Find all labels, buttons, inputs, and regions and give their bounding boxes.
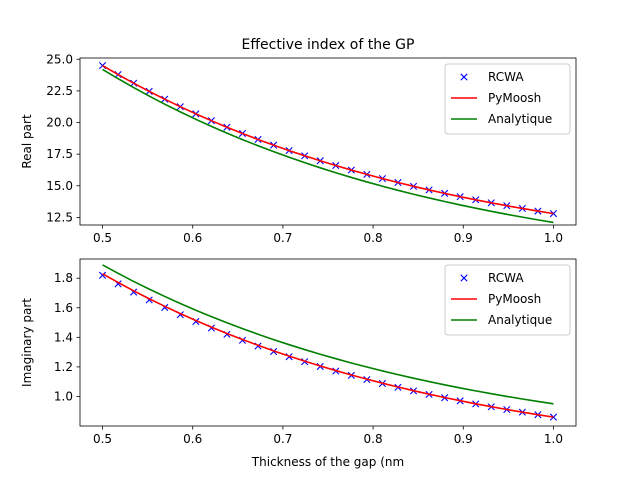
series-line — [102, 64, 554, 215]
real-part-plot: 0.5 0.6 0.7 0.8 0.9 1.0 12.5 15.0 17.5 20.0 22.5 25… — [20, 52, 577, 245]
legend-label: PyMoosh — [488, 91, 541, 105]
x-tick-label: 0.7 — [273, 231, 292, 245]
imaginary-part-plot: 0.5 0.6 0.7 0.8 0.9 1.0 1.0 1.2 1.4 1.6 1.8 Imagina… — [20, 258, 577, 446]
y-tick-label: 20.0 — [46, 116, 73, 130]
series-pymoosh — [102, 64, 554, 215]
y-tick-label: 17.5 — [46, 147, 73, 161]
data-point-x-marker — [98, 62, 107, 70]
series-line — [102, 273, 554, 418]
y-tick-label: 12.5 — [46, 210, 73, 224]
legend: RCWA PyMoosh Analytique — [444, 264, 571, 336]
x-tick-label: 1.0 — [544, 231, 563, 245]
legend-item-rcwa: RCWA — [460, 70, 524, 84]
legend-x-marker — [460, 274, 468, 282]
legend-box — [444, 63, 571, 135]
x-tick-label: 0.8 — [364, 231, 383, 245]
y-tick-label: 25.0 — [46, 52, 73, 66]
x-tick-label: 0.9 — [454, 432, 473, 446]
y-tick-label: 1.8 — [54, 271, 73, 285]
legend-box — [444, 264, 571, 336]
axes-frame — [79, 258, 577, 427]
x-tick-label: 0.5 — [93, 231, 112, 245]
y-tick-label: 1.0 — [54, 389, 73, 403]
y-tick-label: 1.6 — [54, 301, 73, 315]
legend-x-marker — [460, 73, 468, 81]
x-tick-label: 0.5 — [93, 432, 112, 446]
series-analytique — [102, 264, 554, 405]
series-line — [102, 264, 554, 405]
legend-item-analytique: Analytique — [451, 313, 552, 327]
y-axis-label: Real part — [20, 114, 34, 169]
legend-label: Analytique — [488, 313, 552, 327]
series-pymoosh — [102, 273, 554, 418]
legend-label: PyMoosh — [488, 292, 541, 306]
x-tick-label: 0.6 — [183, 231, 202, 245]
x-tick-label: 0.9 — [454, 231, 473, 245]
legend-item-rcwa: RCWA — [460, 271, 524, 285]
legend-item-pymoosh: PyMoosh — [451, 91, 541, 105]
y-tick-label: 1.4 — [54, 330, 73, 344]
data-point-x-marker — [549, 210, 558, 218]
x-tick-label: 0.7 — [273, 432, 292, 446]
axes-frame — [79, 57, 577, 226]
y-tick-label: 1.2 — [54, 360, 73, 374]
legend-label: RCWA — [488, 271, 524, 285]
y-tick-label: 22.5 — [46, 84, 73, 98]
legend-label: Analytique — [488, 112, 552, 126]
series-line — [102, 68, 554, 224]
data-point-x-marker — [549, 413, 558, 421]
x-tick-label: 1.0 — [544, 432, 563, 446]
y-axis-label: Imaginary part — [20, 298, 34, 387]
legend-label: RCWA — [488, 70, 524, 84]
legend-item-analytique: Analytique — [451, 112, 552, 126]
chart-title: Effective index of the GP — [242, 37, 415, 53]
legend: RCWA PyMoosh Analytique — [444, 63, 571, 135]
x-axis-label: Thickness of the gap (nm — [251, 455, 404, 469]
y-tick-label: 15.0 — [46, 179, 73, 193]
x-tick-label: 0.6 — [183, 432, 202, 446]
x-tick-label: 0.8 — [364, 432, 383, 446]
series-analytique — [102, 68, 554, 224]
legend-item-pymoosh: PyMoosh — [451, 292, 541, 306]
data-point-x-marker — [98, 271, 107, 279]
